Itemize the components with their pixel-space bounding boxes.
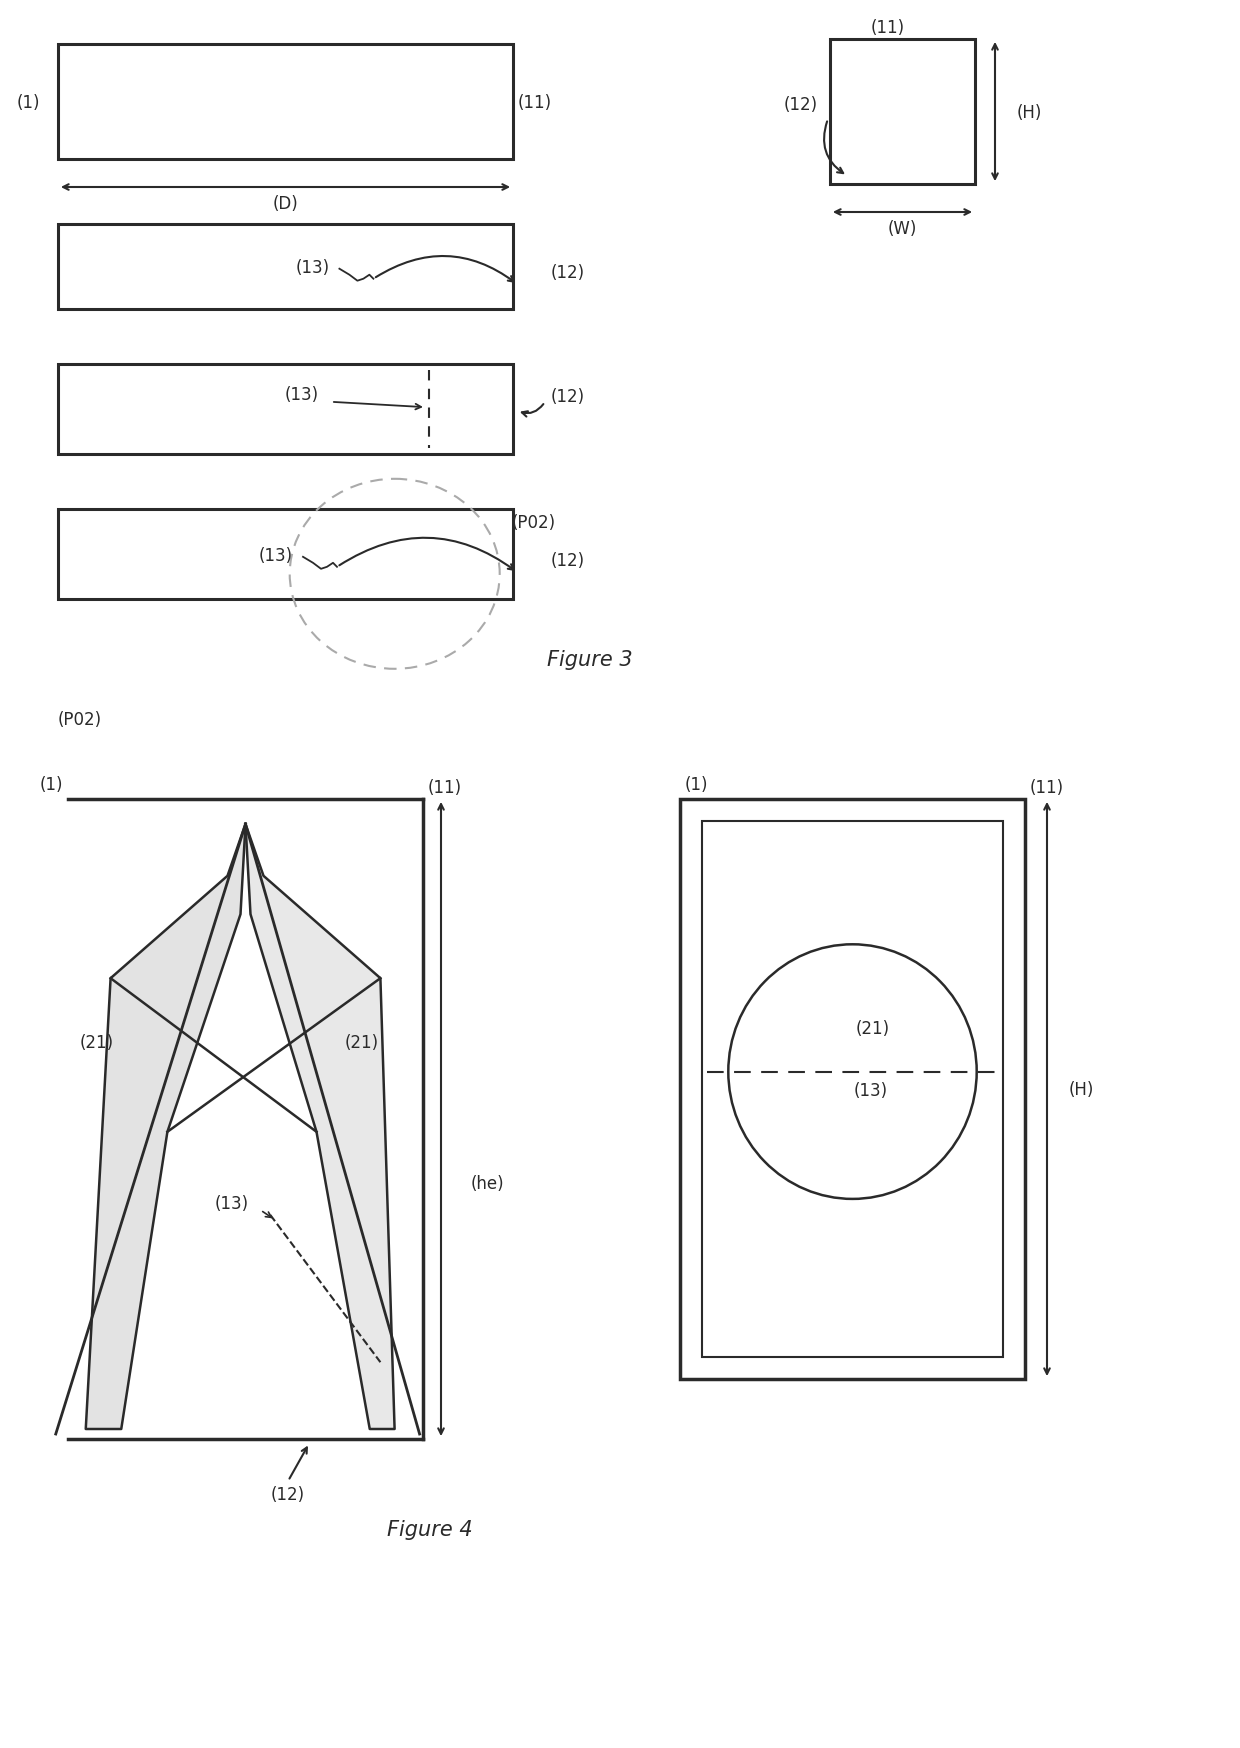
Text: (21): (21) bbox=[81, 1033, 114, 1052]
Text: (12): (12) bbox=[784, 96, 818, 114]
Text: (11): (11) bbox=[428, 778, 463, 797]
Text: (11): (11) bbox=[518, 93, 552, 112]
Text: (13): (13) bbox=[295, 259, 330, 276]
Bar bbox=[702, 822, 1003, 1356]
Text: (P02): (P02) bbox=[512, 514, 556, 531]
Text: (W): (W) bbox=[888, 220, 918, 238]
Text: (13): (13) bbox=[285, 386, 319, 404]
Polygon shape bbox=[246, 825, 394, 1430]
Text: (1): (1) bbox=[684, 776, 708, 794]
Text: (21): (21) bbox=[345, 1033, 379, 1052]
Text: (12): (12) bbox=[551, 264, 585, 281]
Text: Figure 3: Figure 3 bbox=[547, 650, 632, 669]
Text: (12): (12) bbox=[551, 551, 585, 570]
Text: (13): (13) bbox=[853, 1080, 888, 1099]
Text: (11): (11) bbox=[1030, 778, 1064, 797]
Bar bbox=[830, 40, 975, 185]
Text: (H): (H) bbox=[1069, 1080, 1095, 1098]
Text: (13): (13) bbox=[259, 547, 293, 565]
Text: (13): (13) bbox=[215, 1194, 248, 1213]
Bar bbox=[58, 225, 513, 309]
Bar bbox=[58, 510, 513, 600]
Bar bbox=[58, 45, 513, 159]
Text: (11): (11) bbox=[870, 19, 905, 37]
Text: Figure 4: Figure 4 bbox=[387, 1519, 472, 1540]
Text: (1): (1) bbox=[40, 776, 63, 794]
Polygon shape bbox=[86, 825, 246, 1430]
Text: (12): (12) bbox=[551, 388, 585, 406]
Text: (D): (D) bbox=[273, 194, 299, 213]
Bar bbox=[680, 799, 1025, 1379]
Text: (21): (21) bbox=[856, 1019, 889, 1038]
Text: (he): (he) bbox=[471, 1175, 505, 1192]
Text: (H): (H) bbox=[1017, 103, 1043, 121]
Text: (12): (12) bbox=[272, 1486, 305, 1503]
Bar bbox=[58, 365, 513, 454]
Text: (P02): (P02) bbox=[58, 711, 102, 729]
Text: (1): (1) bbox=[16, 93, 40, 112]
